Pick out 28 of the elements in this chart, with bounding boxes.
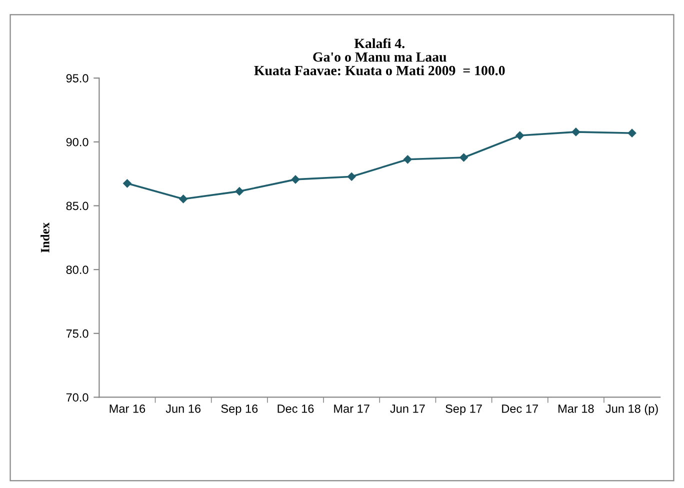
chart-title: Kalafi 4. Ga'o o Manu ma Laau Kuata Faavae: Kuata o Mati 2009 = 100.0 — [254, 38, 505, 76]
x-tick-label: Jun 16 — [166, 404, 201, 413]
x-tick-label: Mar 17 — [334, 404, 370, 413]
x-tick-label: Sep 17 — [446, 404, 482, 416]
y-tick-label: 95.0 — [66, 74, 88, 82]
point — [572, 128, 580, 136]
point — [123, 179, 132, 188]
point — [460, 153, 468, 162]
x-tick-label: Dec 17 — [502, 404, 538, 413]
y-tick-label: 80.0 — [66, 266, 88, 274]
point — [516, 131, 524, 140]
x-tick-label: Jun 17 — [390, 404, 425, 413]
x-tick-label: Dec 16 — [278, 404, 314, 413]
point — [235, 187, 244, 196]
y-tick-label: 70.0 — [66, 393, 88, 402]
point — [291, 175, 300, 184]
point — [347, 172, 356, 181]
y-tick-label: 85.0 — [66, 202, 88, 210]
x-tick-label: Mar 16 — [110, 404, 146, 413]
x-tick-label: Mar 18 — [558, 404, 594, 413]
point — [404, 155, 412, 164]
point — [628, 128, 636, 138]
y-axis-title: Index — [40, 222, 50, 253]
x-tick-label: Sep 16 — [221, 404, 258, 416]
y-tick-label: 75.0 — [66, 329, 88, 338]
y-tick-label: 90.0 — [66, 138, 88, 146]
x-tick-label: Jun 18 (p) — [606, 404, 658, 416]
point — [179, 194, 188, 204]
